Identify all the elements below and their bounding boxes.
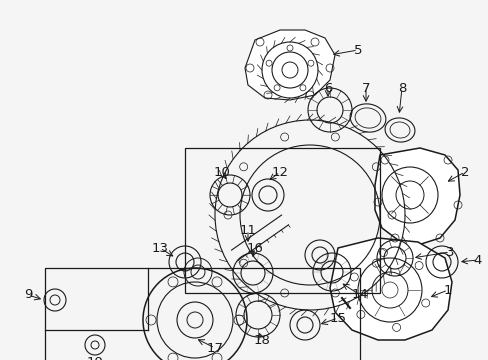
Text: 3: 3 [445,246,453,258]
Text: 8: 8 [397,81,406,94]
Text: 10: 10 [213,166,230,179]
Text: 16: 16 [246,242,263,255]
Text: 2: 2 [460,166,468,179]
Text: 12: 12 [271,166,288,179]
Bar [184,148,379,293]
Text: 13: 13 [151,242,168,255]
Text: 11: 11 [239,224,256,237]
Text: 17: 17 [206,342,223,355]
Text: 19: 19 [86,356,103,360]
Text: 4: 4 [473,253,481,266]
Polygon shape [244,30,334,100]
Text: 6: 6 [323,81,331,94]
Text: 15: 15 [329,311,346,324]
Text: 18: 18 [253,333,270,346]
Polygon shape [374,148,459,245]
Text: 7: 7 [361,81,369,94]
Text: 5: 5 [353,44,362,57]
Polygon shape [329,238,451,340]
Text: 9: 9 [24,288,32,302]
Text: 14: 14 [351,288,367,302]
Text: 1: 1 [443,284,451,297]
Bar [45,268,359,360]
